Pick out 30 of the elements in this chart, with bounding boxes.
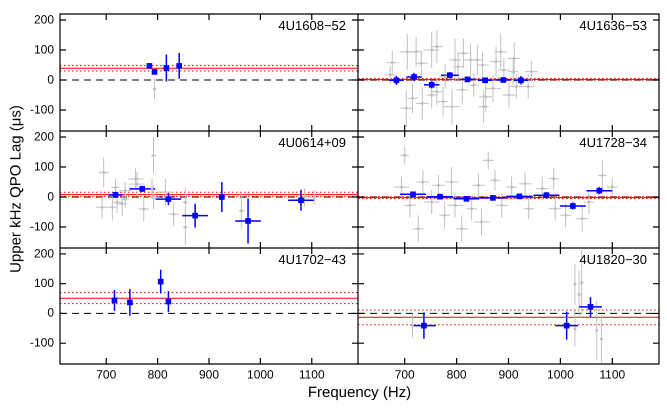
y-tick-label: 0: [47, 72, 54, 86]
y-tick-label: 0: [47, 189, 54, 204]
y-tick-label: 200: [34, 246, 54, 260]
y-tick-label: -100: [30, 335, 54, 350]
x-tick-label: 1100: [298, 368, 325, 382]
y-tick-label: 100: [34, 42, 54, 56]
chart-title: 4U1608−52: [278, 18, 346, 34]
x-tick-label: 800: [446, 368, 467, 382]
x-axis-title: Frequency (Hz): [306, 384, 412, 401]
x-tick-label: 1100: [599, 368, 626, 382]
x-tick-label: 700: [394, 368, 416, 382]
chart-title: 4U1820−30: [579, 252, 647, 268]
y-tick-label: -100: [30, 219, 54, 234]
x-tick-label: 800: [148, 368, 168, 382]
y-tick-label: 0: [47, 306, 54, 320]
x-tick-label: 900: [498, 368, 519, 382]
x-tick-label: 1000: [247, 368, 274, 382]
y-axis-title: Upper kHz QPO Lag (μs): [8, 105, 24, 273]
y-tick-label: 100: [34, 159, 54, 174]
chart-title: 4U0614+09: [278, 135, 346, 150]
chart-title: 4U1636−53: [579, 18, 647, 34]
y-tick-label: 200: [34, 12, 54, 26]
chart-title: 4U1728−34: [579, 135, 647, 150]
y-tick-label: 100: [34, 276, 54, 290]
y-tick-label: -100: [30, 102, 54, 116]
x-tick-label: 1000: [547, 368, 574, 382]
x-tick-label: 700: [96, 368, 117, 382]
y-tick-label: 200: [34, 129, 54, 144]
x-tick-label: 900: [198, 368, 220, 382]
chart-title: 4U1702−43: [278, 252, 346, 268]
